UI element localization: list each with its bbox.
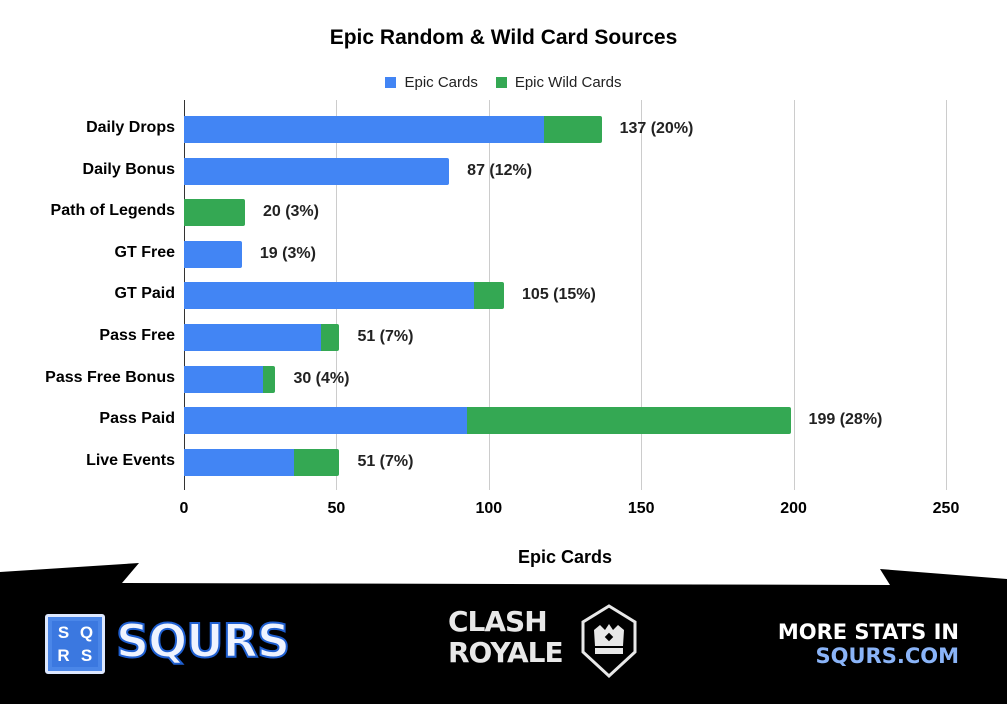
bar-epic-wild-cards [184,199,245,227]
x-tick-label: 50 [327,500,346,517]
data-label: 87 (12%) [467,161,533,179]
bar-epic-wild-cards [543,116,602,143]
clash-royale-wordmark: CLASH ROYALE [448,605,564,669]
gridline [794,100,795,490]
bar-row [184,282,505,310]
x-tick-label: 200 [780,500,807,517]
x-axis-label: Epic Cards [517,547,613,567]
gridline [641,100,642,490]
squrs-logo-icon: S Q R S [45,614,105,674]
bar-row [184,199,245,227]
bar-epic-cards [184,324,322,351]
bar-epic-cards [184,116,544,143]
bar-row [184,448,340,476]
category-label: Live Events [86,451,175,469]
bar-row [184,240,242,268]
squrs-wordmark: SQURS [115,613,291,669]
data-label: 30 (4%) [293,369,350,387]
bar-row [184,116,602,143]
bar-row [184,324,340,351]
logo-line-1: CLASH [448,605,548,638]
x-tick-label: 250 [932,500,960,517]
x-tick-label: 100 [475,500,503,517]
data-label: 51 (7%) [357,452,414,470]
category-label: Pass Free [99,327,175,344]
bar-epic-wild-cards [467,407,791,435]
category-label: Pass Paid [99,410,175,428]
category-label: Pass Free Bonus [45,368,175,386]
bar-epic-cards [184,282,474,310]
legend-swatch-epic-wild-cards [495,77,507,88]
data-label: 105 (15%) [522,286,596,304]
bar-epic-cards [184,448,294,476]
data-label: 20 (3%) [262,203,319,221]
cta-line-1: MORE STATS IN [777,620,959,644]
bar-epic-wild-cards [293,448,340,476]
category-label: Daily Bonus [82,160,175,178]
bar-row [184,407,791,435]
x-tick-label: 150 [627,500,655,517]
category-label: Daily Drops [86,119,175,136]
legend-item-epic-cards: Epic Cards [385,74,478,91]
plot-area: 137 (20%) 87 (12%) 20 (3%) 19 (3%) 105 (15%)… [184,100,947,490]
bar-row [184,157,450,185]
category-label: GT Paid [114,285,175,303]
bar-epic-wild-cards [321,324,340,351]
cta-link[interactable]: SQURS.COM [815,644,959,668]
x-tick-label: 0 [179,500,189,517]
bar-row [184,365,276,393]
category-label: Path of Legends [50,202,175,220]
data-label: 19 (3%) [259,244,316,262]
chart-title: Epic Random & Wild Card Sources [329,26,678,49]
bar-epic-cards [184,365,264,393]
legend-label: Epic Cards [404,74,478,91]
bar-epic-wild-cards [473,282,505,310]
crown-shield-icon [581,604,637,679]
bar-epic-wild-cards [263,365,276,393]
legend-item-epic-wild-cards: Epic Wild Cards [495,74,622,91]
data-label: 137 (20%) [619,120,694,137]
bar-epic-cards [184,157,450,185]
logo-line-2: ROYALE [448,636,564,669]
logo-letter: R [57,646,70,665]
category-label: GT Free [114,243,175,261]
legend-label: Epic Wild Cards [514,74,622,91]
gridline [946,100,947,490]
logo-letter: S [57,623,70,642]
bar-epic-cards [184,240,242,268]
logo-letter: Q [79,623,94,642]
data-label: 199 (28%) [808,411,883,429]
chart-legend: Epic Cards Epic Wild Cards [0,74,1007,91]
clash-royale-logo: CLASH ROYALE [448,604,638,679]
bar-epic-cards [184,407,468,435]
data-label: 51 (7%) [357,328,414,345]
logo-letter: S [80,646,93,665]
legend-swatch-epic-cards [385,77,397,88]
